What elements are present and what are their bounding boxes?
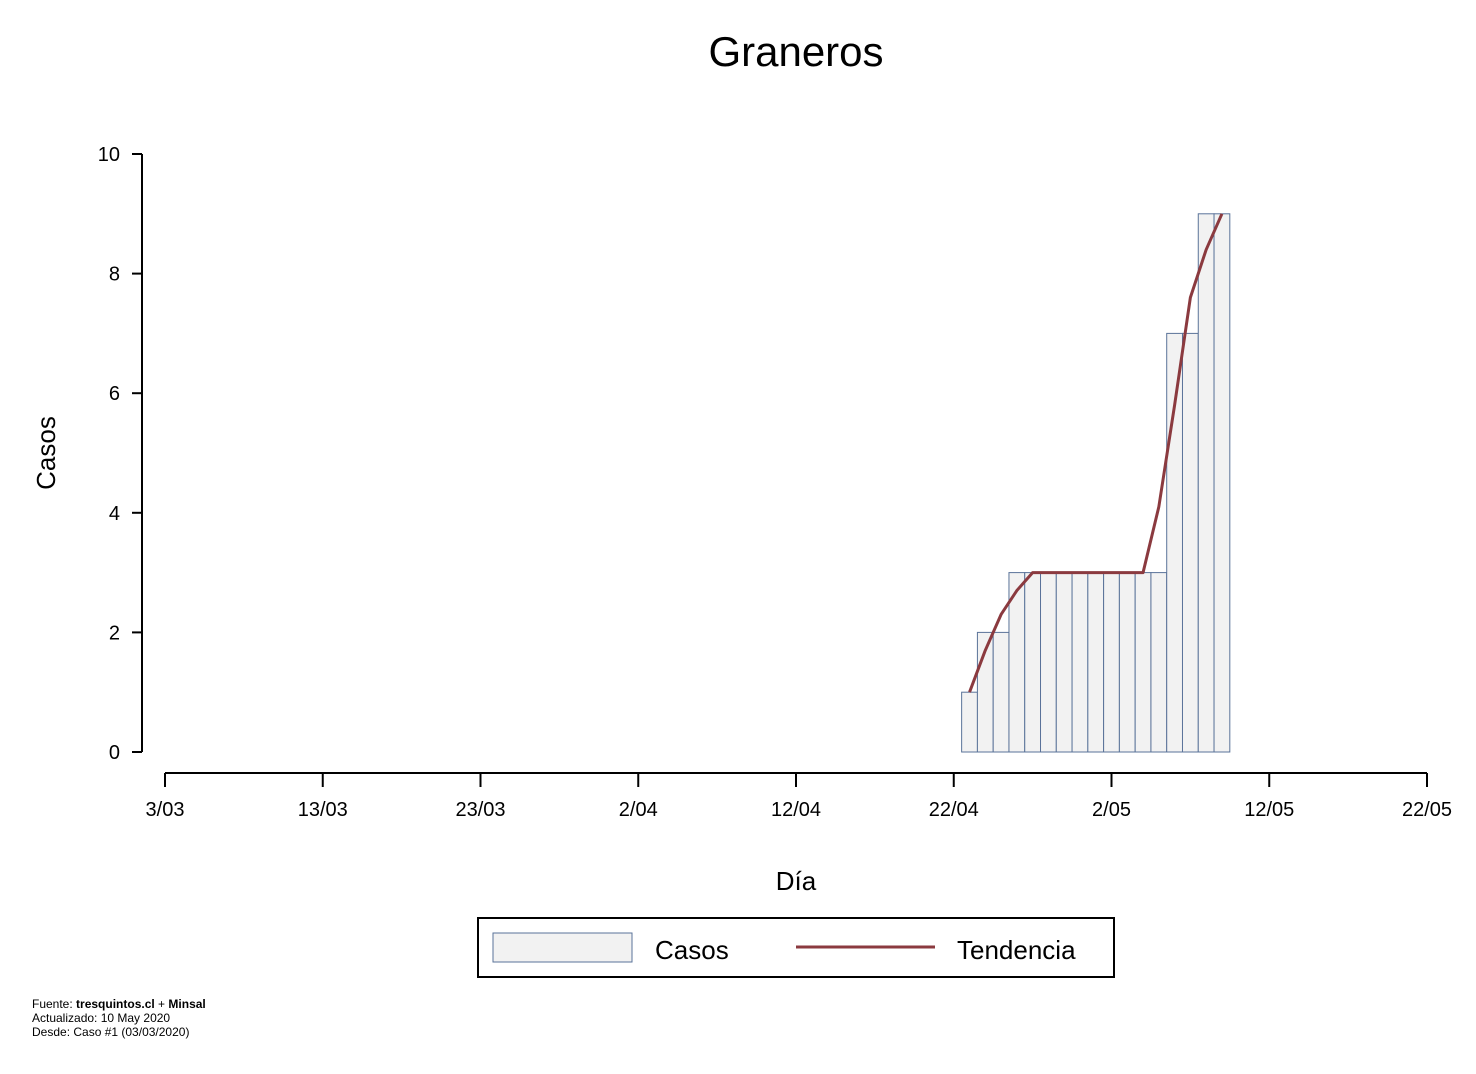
bar — [1118, 572, 1136, 753]
bar — [1150, 572, 1168, 753]
chart-title: Graneros — [708, 28, 883, 75]
bar — [1040, 572, 1057, 753]
legend-swatch-casos — [492, 932, 633, 963]
footer-since: Desde: Caso #1 (03/03/2020) — [32, 1025, 190, 1039]
legend-label-casos: Casos — [655, 935, 729, 965]
y-tick-label: 6 — [109, 383, 120, 405]
x-tick-label: 13/03 — [298, 799, 348, 821]
x-axis: 3/03 13/03 23/03 2/04 12/04 22/04 2/05 12/05 22/… — [146, 772, 1452, 821]
footer-updated: Actualizado: 10 May 2020 — [32, 1011, 171, 1025]
bar — [1103, 572, 1120, 753]
line-series-tendencia — [968, 213, 1224, 693]
y-tick-label: 4 — [109, 503, 120, 525]
footer: Fuente: tresquintos.cl + Minsal Actualiz… — [32, 997, 206, 1039]
bar — [1055, 572, 1073, 753]
y-tick-label: 8 — [109, 264, 120, 286]
bar — [1181, 332, 1199, 753]
x-tick-label: 12/04 — [771, 799, 821, 821]
x-tick-label: 2/04 — [619, 799, 658, 821]
footer-source-agency: Minsal — [168, 997, 206, 1011]
bar — [1087, 572, 1105, 753]
bar — [1197, 213, 1215, 753]
bar — [1134, 572, 1152, 753]
x-tick-label: 3/03 — [146, 799, 185, 821]
y-tick-label: 0 — [109, 742, 120, 764]
footer-source: Fuente: tresquintos.cl + Minsal — [32, 997, 206, 1011]
bar — [1024, 572, 1042, 753]
x-axis-label: Día — [776, 866, 817, 896]
bar — [1213, 213, 1231, 753]
x-tick-label: 23/03 — [455, 799, 505, 821]
footer-source-site: tresquintos.cl — [76, 997, 155, 1011]
bar — [1071, 572, 1089, 753]
bar — [992, 631, 1010, 753]
y-tick-label: 10 — [98, 144, 120, 166]
x-tick-label: 12/05 — [1244, 799, 1294, 821]
bar-series-casos — [961, 213, 1231, 753]
bar — [961, 691, 978, 753]
legend: Casos Tendencia — [477, 917, 1115, 978]
y-axis-label: Casos — [31, 416, 61, 490]
trend-line — [968, 213, 1224, 693]
y-tick-label: 2 — [109, 622, 120, 644]
x-tick-label: 2/05 — [1092, 799, 1131, 821]
legend-label-tendencia: Tendencia — [957, 935, 1076, 965]
x-tick-label: 22/04 — [929, 799, 979, 821]
x-tick-label: 22/05 — [1402, 799, 1452, 821]
y-axis: 0 2 4 6 8 10 — [98, 144, 143, 764]
